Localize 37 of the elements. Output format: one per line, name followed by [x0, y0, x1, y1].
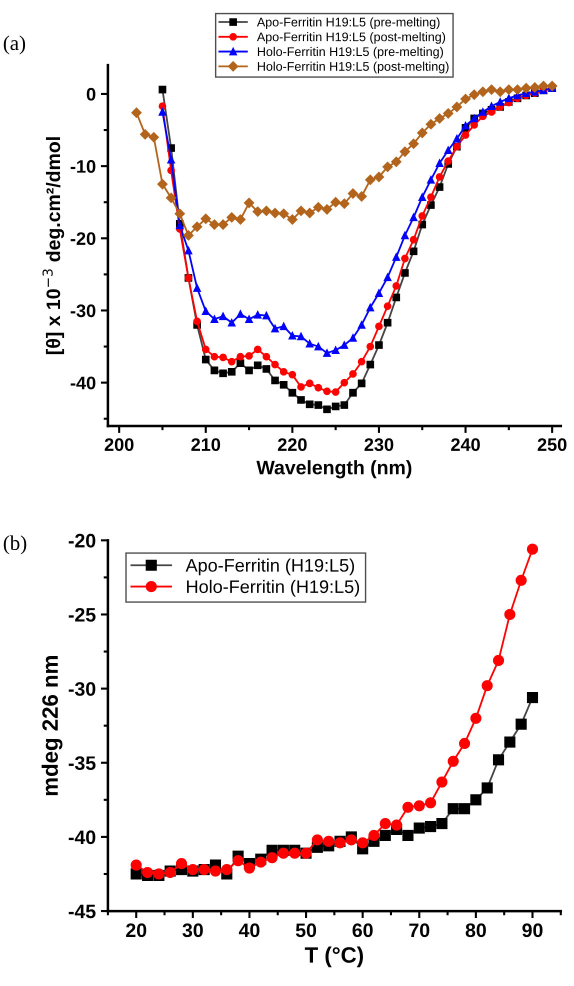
- x-tick-label: 20: [126, 923, 146, 938]
- y-axis-title: mdeg 226 nm: [42, 656, 62, 796]
- legend-label: Holo-Ferritin H19:L5 (pre-melting): [258, 46, 443, 59]
- x-tick-label: 200: [104, 438, 134, 452]
- text: (a): [4, 35, 26, 54]
- y-tick-label: -20: [70, 232, 96, 246]
- y-tick-label: -30: [70, 304, 96, 318]
- y-tick-label: -20: [68, 534, 96, 548]
- x-tick-label: 30: [182, 923, 203, 938]
- x-tick-label: 210: [191, 438, 220, 452]
- text: (b): [4, 535, 26, 554]
- y-tick-label: -30: [68, 682, 96, 696]
- x-tick-label: 50: [296, 923, 316, 938]
- legend-label: Holo-Ferritin (H19:L5): [187, 580, 360, 597]
- legend-label: Apo-Ferritin H19:L5 (pre-melting): [256, 17, 440, 29]
- x-tick-label: 80: [466, 923, 486, 938]
- x-tick-label: 250: [538, 438, 566, 452]
- y-tick-label: -35: [68, 756, 96, 770]
- y-axis-title: [θ] x 10$^{−3}$ deg.cm²/dmol: [42, 137, 64, 354]
- x-tick-label: 90: [522, 923, 543, 938]
- x-tick-label: 40: [238, 923, 260, 938]
- x-tick-label: 60: [352, 923, 373, 938]
- y-tick-label: -25: [68, 608, 96, 622]
- y-tick-label: -10: [70, 160, 96, 173]
- y-tick-label: 0: [86, 88, 96, 101]
- x-tick-label: 220: [278, 438, 307, 452]
- x-axis-title: T (°C): [304, 946, 363, 968]
- y-tick-label: -40: [68, 830, 96, 844]
- x-tick-label: 70: [409, 923, 430, 938]
- y-tick-label: -40: [70, 376, 96, 390]
- y-tick-label: -45: [68, 904, 96, 918]
- x-tick-label: 240: [451, 438, 480, 452]
- legend-label: Holo-Ferritin H19:L5 (post-melting): [258, 62, 449, 74]
- legend-label: Apo-Ferritin (H19:L5): [186, 558, 354, 576]
- x-tick-label: 230: [364, 438, 394, 452]
- x-axis-title: Wavelength (nm): [256, 460, 412, 478]
- legend-label: Apo-Ferritin H19:L5 (post-melting): [256, 32, 446, 44]
